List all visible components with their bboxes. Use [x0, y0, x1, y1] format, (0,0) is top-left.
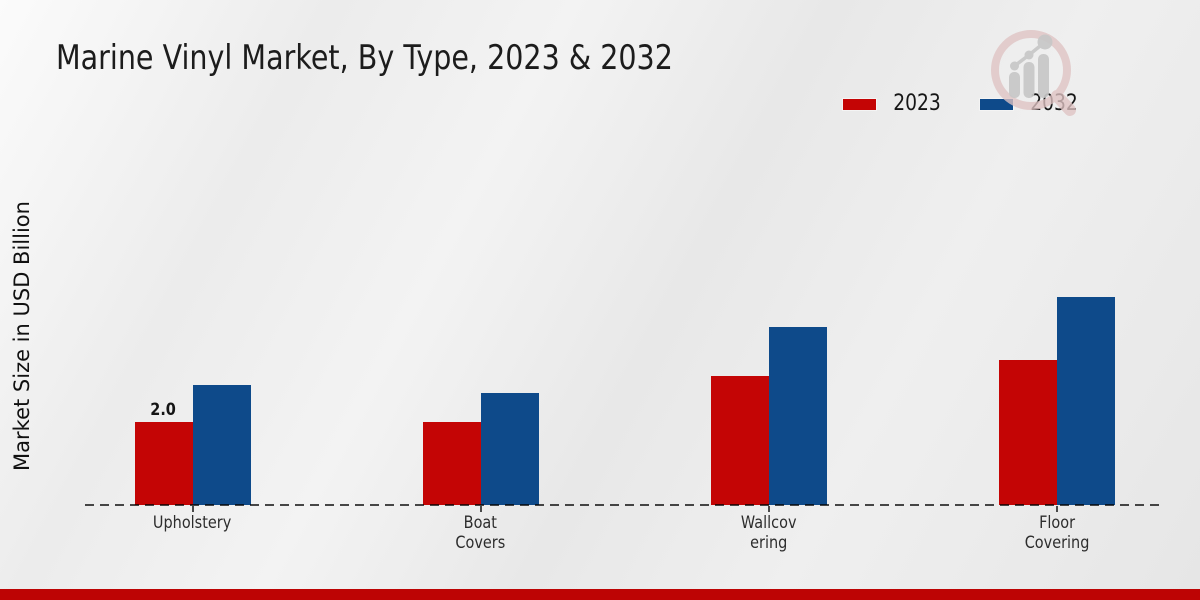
bar-2023-wallcovering	[711, 376, 769, 505]
brand-logo-icon	[991, 30, 1076, 116]
bar-2023-upholstery	[134, 422, 193, 505]
bar-2032-wallcovering	[769, 327, 827, 505]
bar-value-label: 2.0	[150, 400, 177, 420]
category-label-floor-covering: Floor Covering	[1024, 513, 1090, 553]
bar-2032-boat-covers	[480, 393, 539, 505]
chart-title-text: Marine Vinyl Market, By Type, 2023 & 203…	[56, 38, 673, 78]
bar-2032-upholstery	[192, 385, 251, 505]
x-axis-tick	[1056, 506, 1058, 512]
legend-label-2023: 2023	[893, 91, 941, 116]
bar-2032-floor-covering	[1057, 297, 1115, 505]
chart-title: Marine Vinyl Market, By Type, 2023 & 203…	[56, 38, 790, 78]
x-axis-tick	[768, 506, 770, 512]
x-axis-tick	[479, 506, 482, 512]
bottom-accent-bar	[0, 589, 1200, 600]
category-label-upholstery: Upholstery	[153, 513, 232, 533]
category-label-wallcovering: Wallcov ering	[741, 513, 797, 553]
bar-2023-floor-covering	[999, 360, 1057, 505]
category-label-boat-covers: Boat Covers	[455, 513, 506, 553]
bar-2023-boat-covers	[422, 422, 481, 505]
x-axis-baseline	[85, 504, 1163, 506]
legend-item-2023: 2023	[842, 93, 945, 115]
x-axis-tick	[191, 506, 194, 512]
legend-swatch-2023	[842, 97, 877, 111]
